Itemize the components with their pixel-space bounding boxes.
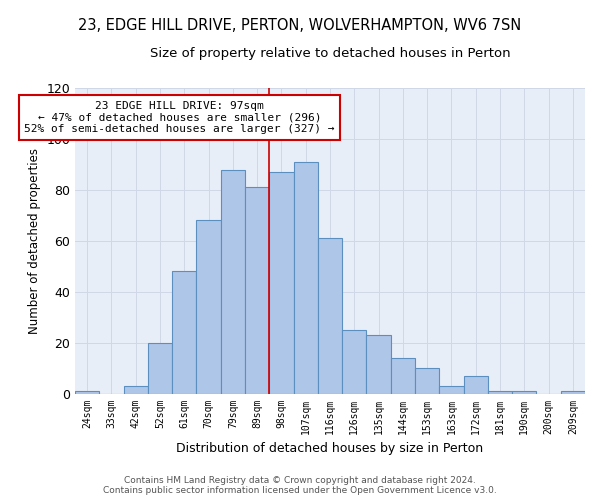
Bar [464,376,488,394]
Bar [342,330,367,394]
Bar [124,386,148,394]
Bar [245,188,269,394]
Bar [318,238,342,394]
Bar [221,170,245,394]
Bar [75,391,100,394]
Y-axis label: Number of detached properties: Number of detached properties [28,148,41,334]
Bar [488,391,512,394]
Title: Size of property relative to detached houses in Perton: Size of property relative to detached ho… [150,48,511,60]
Bar [148,342,172,394]
X-axis label: Distribution of detached houses by size in Perton: Distribution of detached houses by size … [176,442,484,455]
Bar [269,172,293,394]
Bar [293,162,318,394]
Bar [391,358,415,394]
Bar [196,220,221,394]
Bar [561,391,585,394]
Bar [512,391,536,394]
Text: 23, EDGE HILL DRIVE, PERTON, WOLVERHAMPTON, WV6 7SN: 23, EDGE HILL DRIVE, PERTON, WOLVERHAMPT… [79,18,521,32]
Bar [367,335,391,394]
Bar [439,386,464,394]
Text: 23 EDGE HILL DRIVE: 97sqm
← 47% of detached houses are smaller (296)
52% of semi: 23 EDGE HILL DRIVE: 97sqm ← 47% of detac… [24,101,335,134]
Text: Contains HM Land Registry data © Crown copyright and database right 2024.
Contai: Contains HM Land Registry data © Crown c… [103,476,497,495]
Bar [172,272,196,394]
Bar [415,368,439,394]
